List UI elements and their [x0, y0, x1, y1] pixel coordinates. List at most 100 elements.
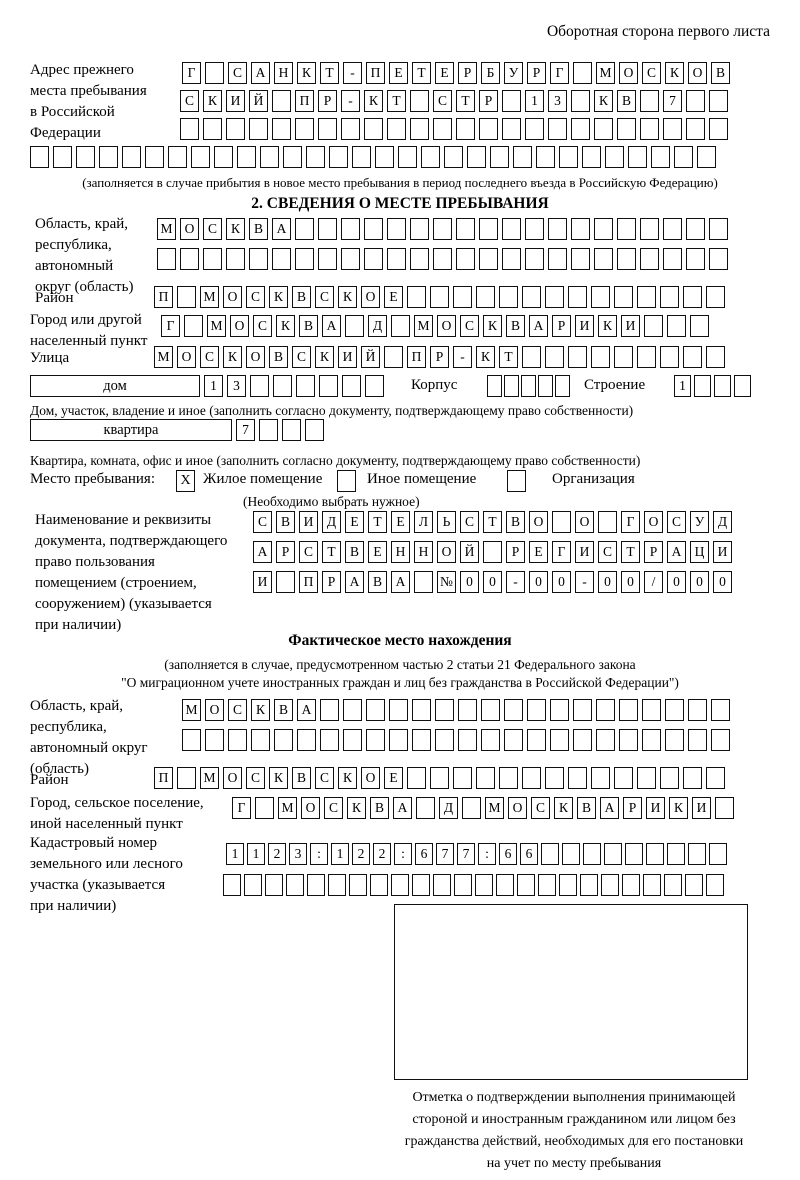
char-cell	[665, 729, 684, 751]
char-cell	[628, 146, 647, 168]
char-cell: Т	[483, 511, 502, 533]
char-cell	[504, 375, 519, 397]
char-cell	[389, 699, 408, 721]
char-cell	[391, 315, 410, 337]
char-cell	[525, 118, 544, 140]
char-cell: В	[506, 511, 525, 533]
char-cell: М	[207, 315, 226, 337]
char-cell	[435, 729, 454, 751]
char-cell	[320, 729, 339, 751]
char-cell: В	[276, 511, 295, 533]
page-header-note: Оборотная сторона первого листа	[546, 23, 770, 40]
char-cell	[341, 248, 360, 270]
apartment-number-row: 7	[236, 419, 324, 441]
char-cell	[594, 248, 613, 270]
char-cell: К	[594, 90, 613, 112]
char-cell	[663, 118, 682, 140]
char-cell: С	[460, 511, 479, 533]
char-cell: В	[345, 541, 364, 563]
char-cell	[456, 218, 475, 240]
char-cell: Т	[499, 346, 518, 368]
char-cell	[665, 699, 684, 721]
char-cell: О	[230, 315, 249, 337]
char-cell	[583, 843, 601, 865]
char-cell: В	[292, 286, 311, 308]
char-cell: 2	[373, 843, 391, 865]
char-cell	[559, 146, 578, 168]
char-cell	[349, 874, 367, 896]
char-cell	[527, 729, 546, 751]
char-cell: М	[414, 315, 433, 337]
char-cell	[389, 729, 408, 751]
char-cell	[177, 767, 196, 789]
char-cell: У	[690, 511, 709, 533]
char-cell: Е	[384, 767, 403, 789]
char-cell	[642, 699, 661, 721]
char-cell	[594, 118, 613, 140]
stay-type-checkbox-other	[337, 470, 356, 492]
char-cell	[228, 729, 247, 751]
char-cell: В	[711, 62, 730, 84]
char-cell	[387, 118, 406, 140]
char-cell: С	[598, 541, 617, 563]
char-cell	[365, 375, 384, 397]
char-cell: П	[295, 90, 314, 112]
char-cell	[545, 767, 564, 789]
char-cell	[548, 218, 567, 240]
korpus-label: Корпус	[411, 377, 458, 393]
char-cell	[619, 729, 638, 751]
char-cell: Г	[550, 62, 569, 84]
char-cell	[502, 118, 521, 140]
apartment-box: квартира	[30, 419, 232, 441]
char-cell: С	[246, 767, 265, 789]
char-cell	[286, 874, 304, 896]
char-cell: К	[476, 346, 495, 368]
char-cell: С	[292, 346, 311, 368]
char-cell: Е	[389, 62, 408, 84]
document-label: Наименование и реквизиты документа, подт…	[35, 512, 228, 633]
char-cell: М	[200, 286, 219, 308]
char-cell: О	[619, 62, 638, 84]
char-cell	[709, 218, 728, 240]
char-cell: -	[343, 62, 362, 84]
cadastral-label: Кадастровый номер земельного или лесного…	[30, 835, 183, 914]
char-cell	[555, 375, 570, 397]
char-cell	[525, 218, 544, 240]
char-cell: Н	[274, 62, 293, 84]
char-cell: 1	[674, 375, 691, 397]
char-cell	[499, 286, 518, 308]
char-cell	[456, 118, 475, 140]
prev-address-label: Адрес прежнего места пребывания в Россий…	[30, 62, 147, 141]
char-cell	[643, 874, 661, 896]
char-cell: О	[301, 797, 320, 819]
char-cell	[318, 218, 337, 240]
char-cell	[342, 375, 361, 397]
char-cell	[644, 315, 663, 337]
actual-location-title: Фактическое место нахождения	[288, 632, 512, 649]
char-cell	[683, 767, 702, 789]
char-cell: И	[713, 541, 732, 563]
char-cell	[433, 118, 452, 140]
char-cell	[619, 699, 638, 721]
char-cell	[475, 874, 493, 896]
char-cell: Т	[387, 90, 406, 112]
char-cell	[688, 843, 706, 865]
char-cell	[157, 248, 176, 270]
char-cell	[571, 90, 590, 112]
char-cell	[180, 118, 199, 140]
char-cell: 1	[331, 843, 349, 865]
char-cell: О	[437, 315, 456, 337]
stay-type-option-residential: Жилое помещение	[203, 471, 323, 487]
char-cell	[697, 146, 716, 168]
char-cell	[453, 767, 472, 789]
char-cell	[370, 874, 388, 896]
char-cell: Т	[412, 62, 431, 84]
char-cell	[686, 218, 705, 240]
char-cell: Д	[368, 315, 387, 337]
char-cell: А	[600, 797, 619, 819]
